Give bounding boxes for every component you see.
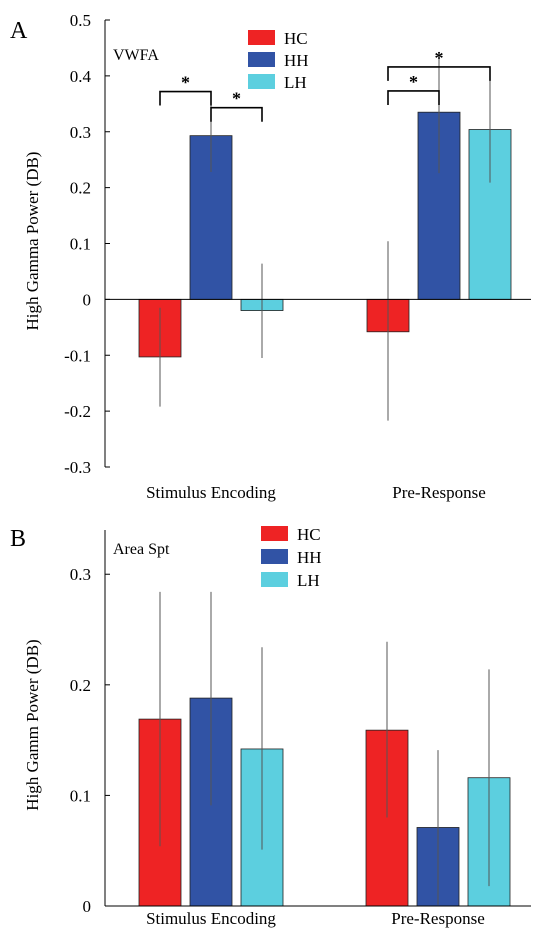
legend-label-hh: HH [297,548,322,567]
y-tick-label: -0.1 [64,346,91,365]
panel-a-letter: A [10,18,28,44]
x-tick-label: Stimulus Encoding [146,909,276,928]
significance-bracket [387,90,440,105]
legend-swatch-hc [261,526,288,541]
panel-b-region-label: Area Spt [113,541,170,558]
significance-star: * [181,73,190,93]
panel-a-y-axis-label: High Gamma Power (DB) [23,152,42,331]
legend-swatch-hh [261,549,288,564]
legend-label-lh: LH [297,571,320,590]
legend-label-hc: HC [297,525,321,544]
legend-swatch-lh [261,572,288,587]
legend-swatch-lh [248,74,275,89]
y-tick-label: 0.5 [70,11,91,30]
y-tick-label: 0.3 [70,123,91,142]
bar-hh-pre-response [417,111,461,300]
legend-label-hh: HH [284,51,309,70]
legend-swatch-hc [248,30,275,45]
significance-bracket [210,106,263,122]
significance-bracket [159,90,212,106]
significance-star: * [232,89,241,109]
y-tick-label: -0.2 [64,402,91,421]
y-tick-label: 0.1 [70,786,91,805]
panel-b-y-axis-label: High Gamm Power (DB) [23,639,42,810]
y-tick-label: 0.1 [70,235,91,254]
y-tick-label: 0.2 [70,179,91,198]
y-tick-label: -0.3 [64,458,91,477]
panel-b-letter: B [10,526,26,552]
x-tick-label: Pre-Response [391,909,484,928]
panel-a-region-label: VWFA [113,47,159,64]
panel-a-chart: A VWFA High Gamma Power (DB) -0.3 -0.2 -0.… [10,11,531,502]
y-tick-label: 0.3 [70,565,91,584]
x-tick-label: Stimulus Encoding [146,483,276,502]
legend-label-hc: HC [284,29,308,48]
y-tick-label: 0 [83,897,92,916]
x-tick-label: Pre-Response [392,483,485,502]
panel-b-chart: B Area Spt High Gamm Power (DB) 0 0.1 0.2 0… [10,525,531,928]
significance-bracket [387,66,491,81]
y-tick-label: 0 [83,290,92,309]
significance-star: * [409,72,418,92]
y-tick-label: 0.4 [70,67,92,86]
legend-swatch-hh [248,52,275,67]
legend-label-lh: LH [284,73,307,92]
significance-star: * [435,48,444,68]
y-tick-label: 0.2 [70,676,91,695]
